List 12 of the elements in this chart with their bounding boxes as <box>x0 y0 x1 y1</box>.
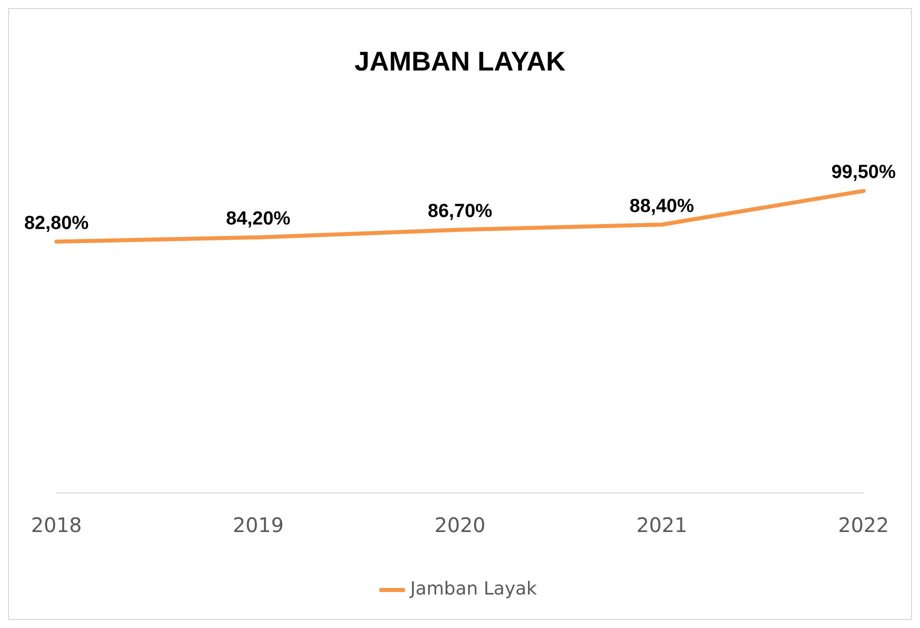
x-tick-label: 2020 <box>434 513 486 538</box>
data-label: 88,40% <box>630 196 694 217</box>
x-tick-label: 2021 <box>636 513 688 538</box>
legend-label: Jamban Layak <box>409 578 538 600</box>
x-tick-label: 2019 <box>232 513 284 538</box>
chart-title: JAMBAN LAYAK <box>354 46 566 77</box>
x-tick-label: 2018 <box>30 513 82 538</box>
data-label: 84,20% <box>226 208 291 230</box>
data-label: 99,50% <box>831 162 896 184</box>
data-label: 82,80% <box>24 212 89 234</box>
data-label: 86,70% <box>428 201 492 222</box>
x-tick-label: 2022 <box>838 513 890 538</box>
